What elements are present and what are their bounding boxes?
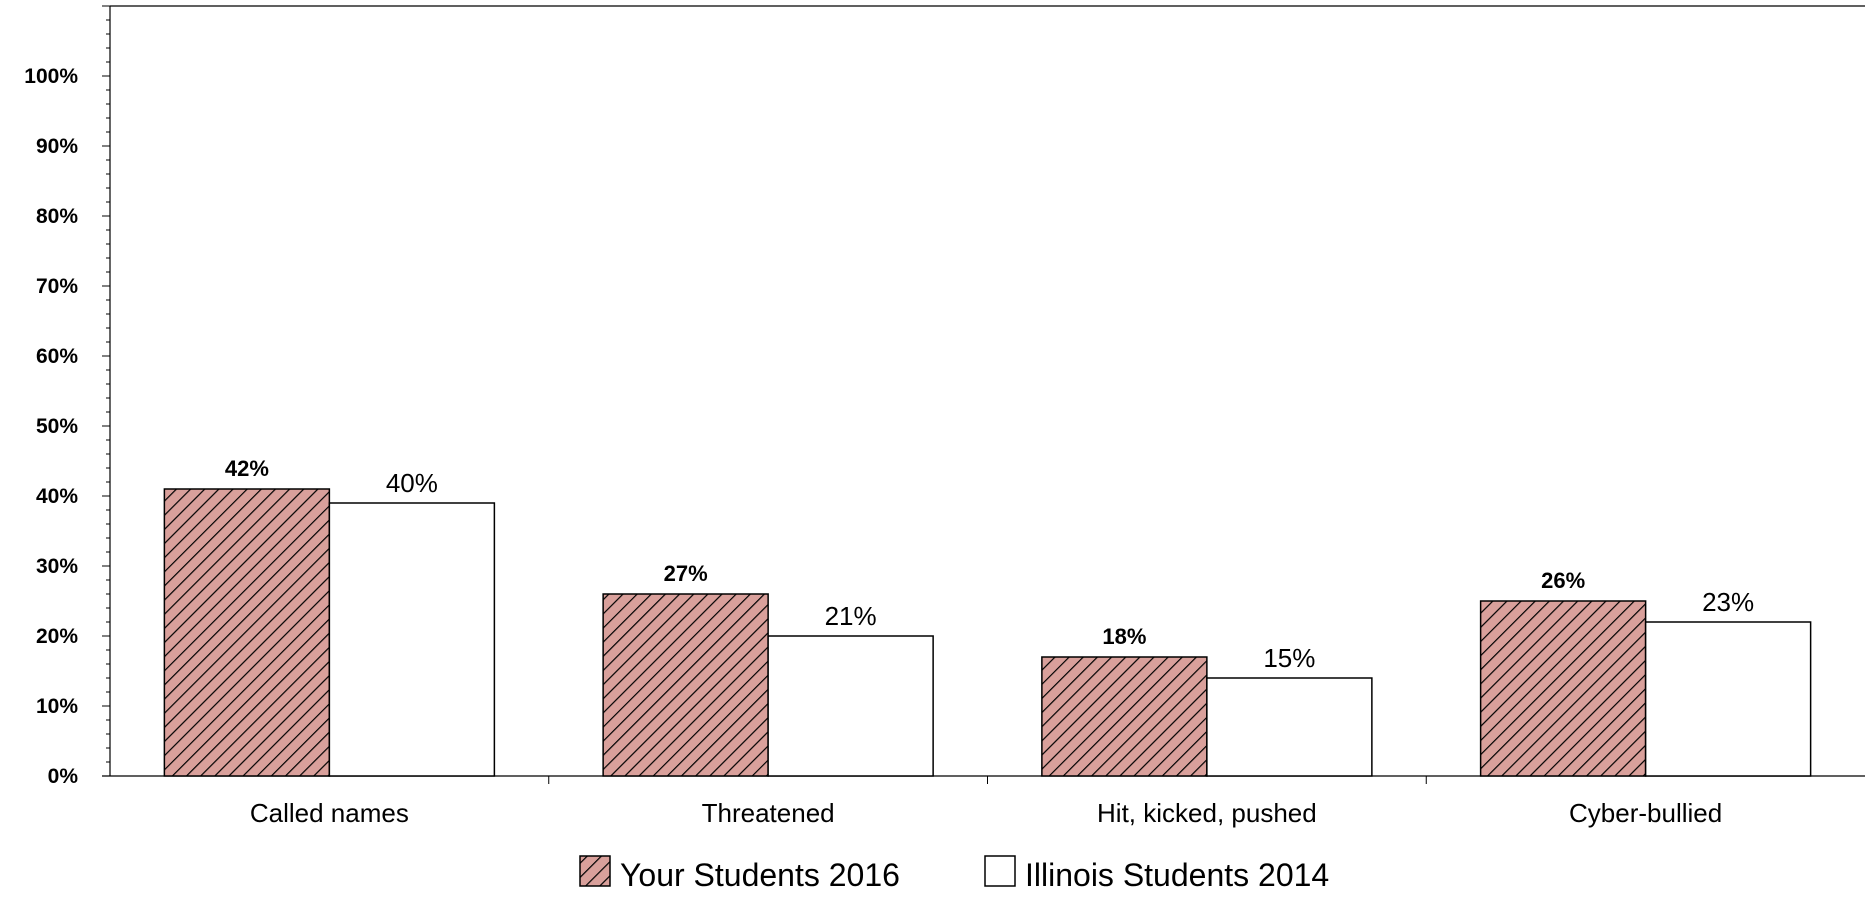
data-labels: 42% 40% 27% 21% 18% 15% 26% 23% xyxy=(225,456,1754,673)
y-tick-label: 60% xyxy=(36,345,78,368)
bars xyxy=(163,488,1812,777)
bar-illinois-students-2014 xyxy=(767,635,934,777)
data-label: 15% xyxy=(1263,643,1315,673)
y-tick-label: 70% xyxy=(36,275,78,298)
y-tick-label: 50% xyxy=(36,415,78,438)
x-tick-label: Hit, kicked, pushed xyxy=(1097,798,1317,828)
bar-your-students-2016 xyxy=(1479,600,1647,777)
y-tick-label: 40% xyxy=(36,485,78,508)
x-tick-label: Threatened xyxy=(702,798,835,828)
legend: Your Students 2016 Illinois Students 2014 xyxy=(579,855,1329,893)
legend-label: Your Students 2016 xyxy=(620,857,900,893)
y-tick-label: 10% xyxy=(36,695,78,718)
y-tick-label: 100% xyxy=(24,65,78,88)
x-axis: Called names Threatened Hit, kicked, pushe… xyxy=(102,775,1865,828)
bar-your-students-2016 xyxy=(1041,656,1208,777)
y-tick-label: 30% xyxy=(36,555,78,578)
y-tick-label: 80% xyxy=(36,205,78,228)
bar-your-students-2016 xyxy=(163,488,331,777)
x-tick-label: Called names xyxy=(250,798,409,828)
data-label: 42% xyxy=(225,456,269,481)
data-label: 18% xyxy=(1102,624,1146,649)
data-label: 23% xyxy=(1702,587,1754,617)
bar-illinois-students-2014 xyxy=(1206,677,1373,777)
y-axis: 0% 10% 20% 30% 40% 50% 60% 70% 80% 90% 100% xyxy=(24,5,111,788)
bar-illinois-students-2014 xyxy=(1644,621,1812,777)
legend-swatch xyxy=(579,855,611,887)
y-tick-label: 20% xyxy=(36,625,78,648)
legend-label: Illinois Students 2014 xyxy=(1025,857,1329,893)
bar-your-students-2016 xyxy=(602,593,769,777)
y-tick-label: 90% xyxy=(36,135,78,158)
data-label: 26% xyxy=(1541,568,1585,593)
data-label: 27% xyxy=(664,561,708,586)
bar-illinois-students-2014 xyxy=(328,502,496,777)
y-tick-label: 0% xyxy=(48,765,79,788)
data-label: 21% xyxy=(825,601,877,631)
x-tick-label: Cyber-bullied xyxy=(1569,798,1722,828)
legend-swatch xyxy=(984,855,1016,887)
data-label: 40% xyxy=(386,468,438,498)
